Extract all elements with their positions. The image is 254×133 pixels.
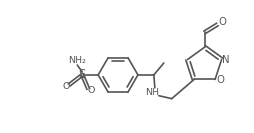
Text: O: O [218, 17, 227, 28]
Text: O: O [63, 82, 70, 91]
Text: O: O [216, 75, 224, 85]
Text: NH₂: NH₂ [68, 56, 86, 65]
Text: S: S [79, 68, 86, 81]
Text: O: O [88, 86, 95, 95]
Text: N: N [222, 55, 229, 65]
Text: NH: NH [145, 88, 159, 97]
